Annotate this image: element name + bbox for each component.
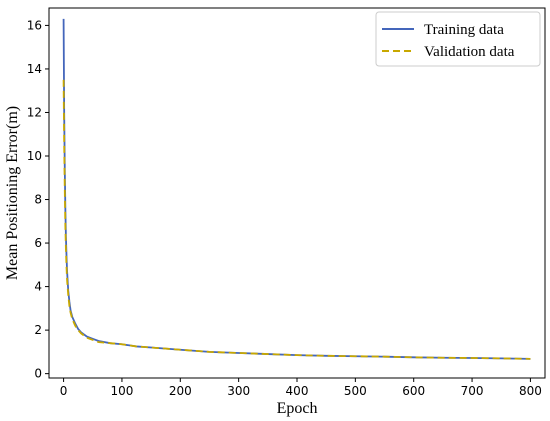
y-tick-label: 0	[34, 367, 42, 381]
legend-box	[375, 11, 541, 67]
x-tick-label: 600	[402, 384, 425, 398]
y-tick-label: 8	[34, 193, 42, 207]
validation-data-line	[62, 79, 531, 360]
x-axis-title: Epoch	[277, 400, 318, 417]
y-tick-label: 16	[27, 18, 42, 32]
series-layer	[62, 18, 531, 360]
x-tick-label: 300	[227, 384, 250, 398]
y-axis-ticks: 0 2 4 6 8 10 12 14 16	[27, 18, 49, 381]
x-tick-label: 200	[169, 384, 192, 398]
x-tick-label: 100	[110, 384, 133, 398]
x-tick-label: 800	[519, 384, 542, 398]
y-axis-title: Mean Positioning Error(m)	[4, 106, 21, 280]
legend-label-training: Training data	[424, 22, 504, 38]
legend-label-validation: Validation data	[424, 44, 515, 60]
y-tick-label: 12	[27, 105, 42, 119]
y-tick-label: 6	[34, 236, 42, 250]
x-tick-label: 500	[344, 384, 367, 398]
y-tick-label: 4	[34, 280, 42, 294]
y-tick-label: 14	[27, 62, 42, 76]
x-tick-label: 400	[286, 384, 309, 398]
x-tick-label: 0	[60, 384, 68, 398]
training-data-line	[62, 18, 531, 360]
legend: Training data Validation data	[375, 11, 541, 67]
y-tick-label: 10	[27, 149, 42, 163]
x-tick-label: 700	[461, 384, 484, 398]
y-tick-label: 2	[34, 323, 42, 337]
x-axis-ticks: 0 100 200 300 400 500 600 700 800	[60, 378, 542, 398]
